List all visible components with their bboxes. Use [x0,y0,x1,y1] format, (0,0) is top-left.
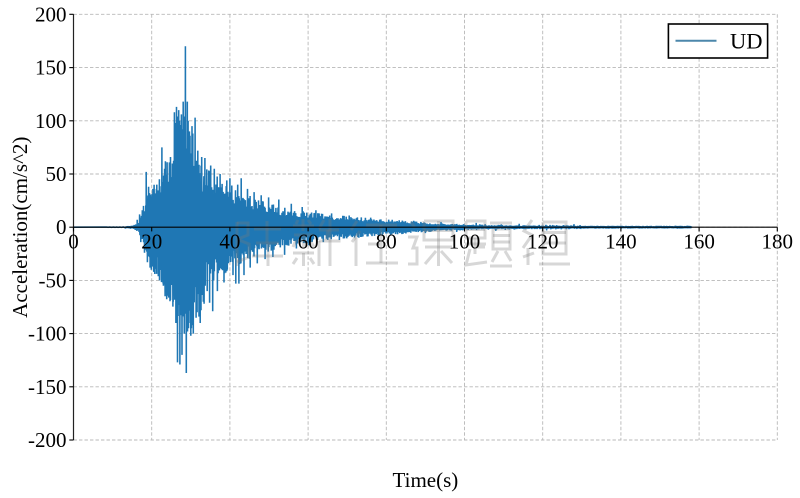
svg-text:Time(s): Time(s) [393,468,459,492]
svg-text:160: 160 [683,229,715,253]
svg-text:40: 40 [219,229,240,253]
svg-text:150: 150 [35,56,67,80]
svg-text:0: 0 [68,229,79,253]
svg-text:-150: -150 [28,375,67,399]
svg-text:20: 20 [141,229,162,253]
svg-text:100: 100 [35,109,67,133]
svg-text:180: 180 [762,229,794,253]
svg-text:-200: -200 [28,428,67,452]
svg-text:100: 100 [449,229,481,253]
svg-text:60: 60 [298,229,319,253]
svg-text:-50: -50 [39,268,67,292]
svg-text:0: 0 [56,215,67,239]
svg-text:140: 140 [605,229,637,253]
svg-text:200: 200 [35,2,67,26]
svg-text:120: 120 [527,229,559,253]
svg-text:80: 80 [376,229,397,253]
svg-text:50: 50 [46,162,67,186]
svg-text:Acceleration(cm/s^2): Acceleration(cm/s^2) [8,137,32,318]
svg-text:-100: -100 [28,322,67,346]
svg-text:UD: UD [730,29,763,54]
